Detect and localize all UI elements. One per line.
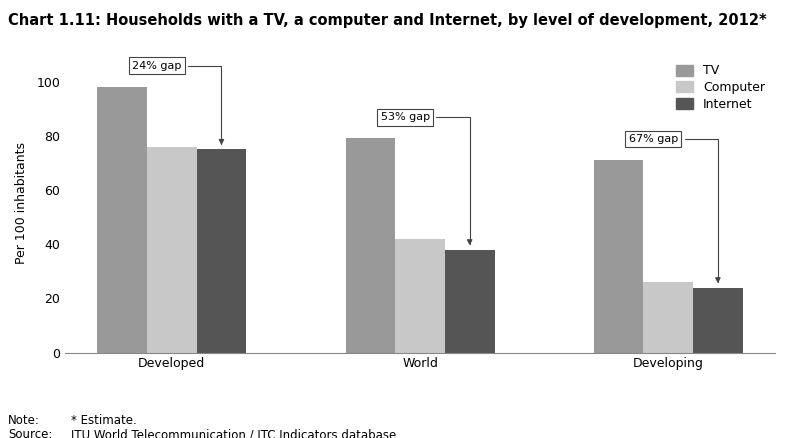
Bar <box>594 160 643 353</box>
Text: 24% gap: 24% gap <box>132 61 224 144</box>
Text: ITU World Telecommunication / ITC Indicators database.: ITU World Telecommunication / ITC Indica… <box>71 428 400 438</box>
Bar <box>643 282 693 353</box>
Bar <box>345 138 395 353</box>
Bar <box>693 287 743 353</box>
Text: Note:: Note: <box>8 414 40 427</box>
Text: Chart 1.11: Households with a TV, a computer and Internet, by level of developme: Chart 1.11: Households with a TV, a comp… <box>8 13 766 28</box>
Bar <box>147 147 197 353</box>
Legend: TV, Computer, Internet: TV, Computer, Internet <box>672 61 769 115</box>
Text: 53% gap: 53% gap <box>381 112 472 244</box>
Bar <box>97 87 147 353</box>
Text: 67% gap: 67% gap <box>629 134 720 282</box>
Bar <box>445 250 495 353</box>
Text: * Estimate.: * Estimate. <box>71 414 137 427</box>
Y-axis label: Per 100 inhabitants: Per 100 inhabitants <box>15 142 28 265</box>
Bar <box>197 149 246 353</box>
Text: Source:: Source: <box>8 428 52 438</box>
Bar <box>395 239 445 353</box>
